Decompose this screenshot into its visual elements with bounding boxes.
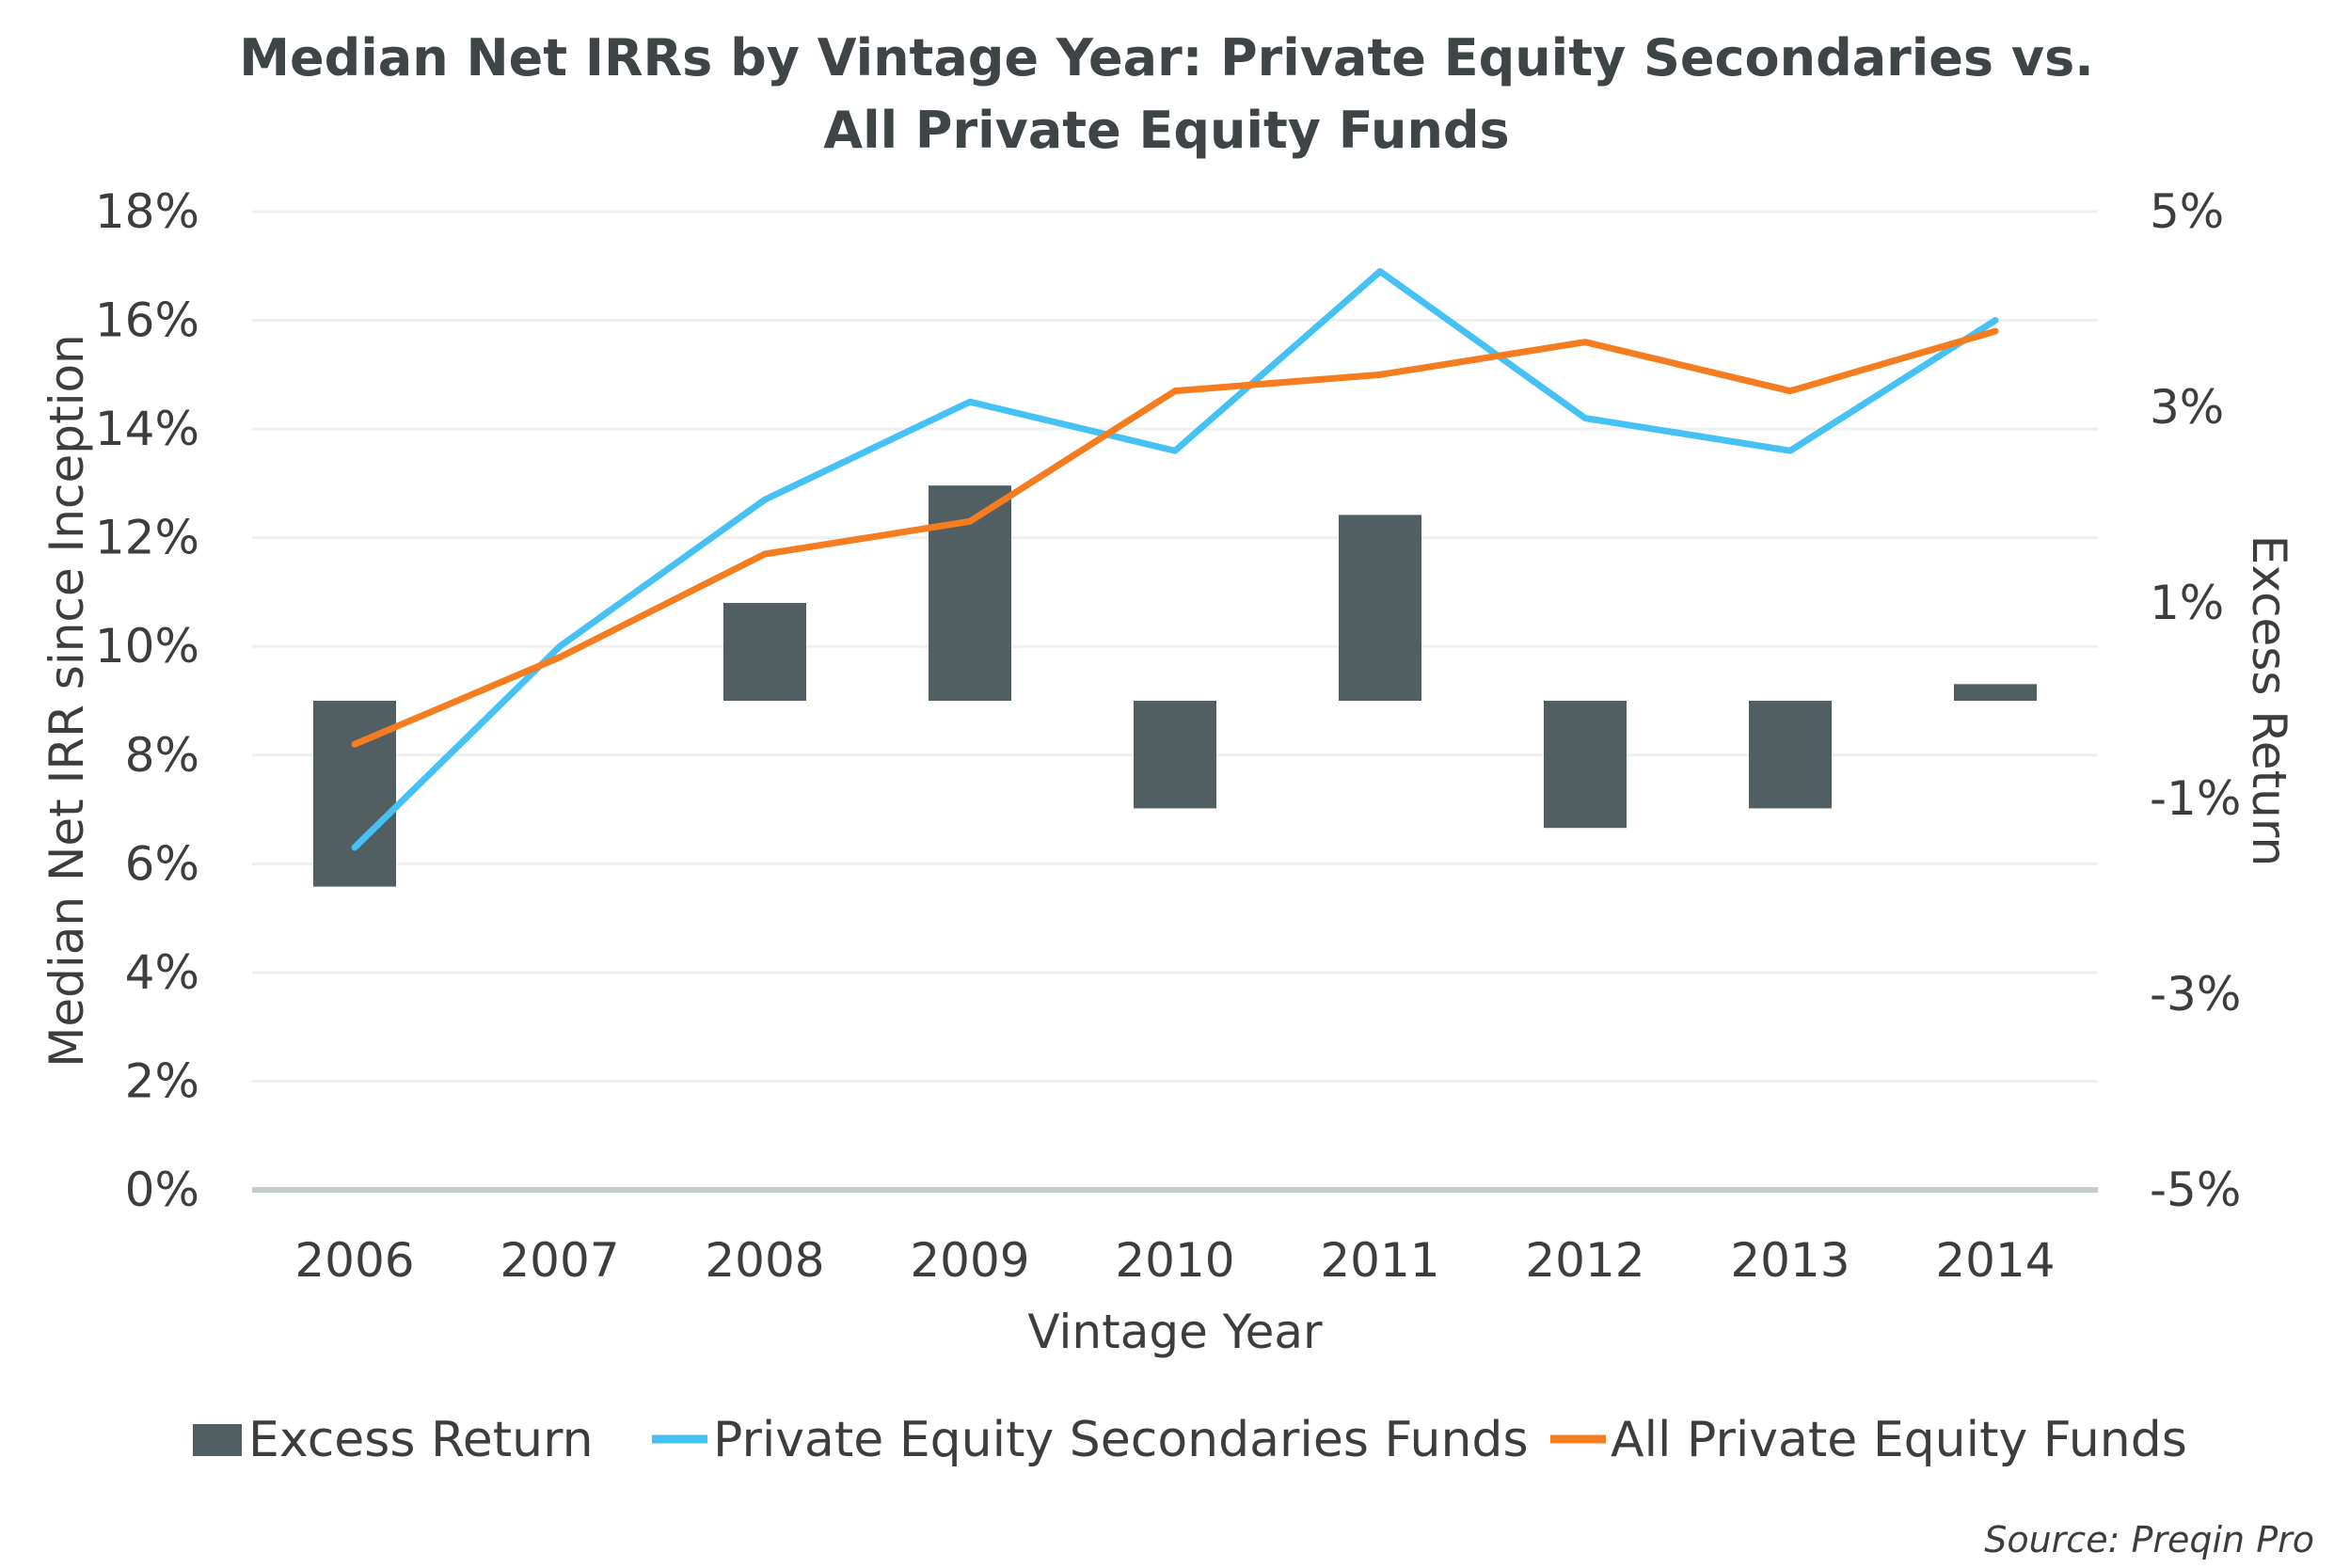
chart-title-line-1: Median Net IRRs by Vintage Year: Private… — [239, 28, 2093, 87]
right-tick-label: 5% — [2150, 184, 2224, 239]
left-tick-label: 10% — [95, 619, 199, 673]
right-tick-label: -1% — [2150, 771, 2241, 826]
chart-title-line-2: All Private Equity Funds — [823, 101, 1509, 160]
left-tick-label: 2% — [125, 1053, 199, 1108]
right-tick-label: -5% — [2150, 1163, 2241, 1217]
x-tick-label: 2010 — [1115, 1233, 1234, 1288]
x-tick-label: 2012 — [1525, 1233, 1644, 1288]
x-tick-label: 2013 — [1730, 1233, 1850, 1288]
legend-label-all-pe: All Private Equity Funds — [1611, 1412, 2187, 1468]
legend-label-excess-return: Excess Return — [248, 1412, 594, 1468]
left-tick-label: 18% — [95, 184, 199, 239]
excess-return-bar — [1954, 684, 2037, 701]
excess-return-bar — [1339, 515, 1421, 701]
excess-return-bar — [1749, 701, 1832, 809]
source-note: Source: Preqin Pro — [1984, 1519, 2314, 1560]
x-axis-label: Vintage Year — [1027, 1305, 1323, 1359]
all-pe-line — [351, 327, 1999, 748]
left-tick-label: 0% — [125, 1163, 199, 1217]
right-tick-label: -3% — [2150, 967, 2241, 1022]
right-axis-ticks: -5% -3% -1% 1% 3% 5% — [2150, 184, 2241, 1217]
left-tick-label: 6% — [125, 836, 199, 891]
x-tick-label: 2006 — [294, 1233, 414, 1288]
legend: Excess Return Private Equity Secondaries… — [193, 1412, 2187, 1468]
y-axis-label-left: Median Net IRR since Inception — [40, 334, 94, 1068]
left-tick-label: 8% — [125, 728, 199, 783]
excess-return-bar — [1544, 701, 1627, 829]
x-tick-label: 2014 — [1935, 1233, 2055, 1288]
legend-swatch-excess-return — [193, 1424, 242, 1456]
series-lines — [351, 268, 1999, 851]
gridlines — [252, 210, 2098, 1193]
excess-return-bar — [1134, 701, 1216, 809]
x-tick-label: 2008 — [705, 1233, 824, 1288]
x-axis-ticks: 2006 2007 2008 2009 2010 2011 2012 2013 2014 — [294, 1233, 2055, 1288]
legend-label-secondaries: Private Equity Secondaries Funds — [713, 1412, 1529, 1468]
excess-return-bar — [723, 603, 806, 701]
left-tick-label: 4% — [125, 945, 199, 1000]
x-tick-label: 2007 — [500, 1233, 619, 1288]
left-tick-label: 14% — [95, 402, 199, 456]
x-tick-label: 2011 — [1320, 1233, 1439, 1288]
right-tick-label: 3% — [2150, 380, 2224, 435]
y-axis-label-right: Excess Return — [2242, 535, 2296, 866]
left-tick-label: 16% — [95, 293, 199, 348]
left-axis-ticks: 0% 2% 4% 6% 8% 10% 12% 14% 16% 18% — [95, 184, 199, 1217]
right-tick-label: 1% — [2150, 576, 2224, 630]
secondaries-line — [351, 268, 1999, 851]
excess-return-bars — [313, 485, 2037, 887]
left-tick-label: 12% — [95, 511, 199, 565]
x-tick-label: 2009 — [910, 1233, 1029, 1288]
